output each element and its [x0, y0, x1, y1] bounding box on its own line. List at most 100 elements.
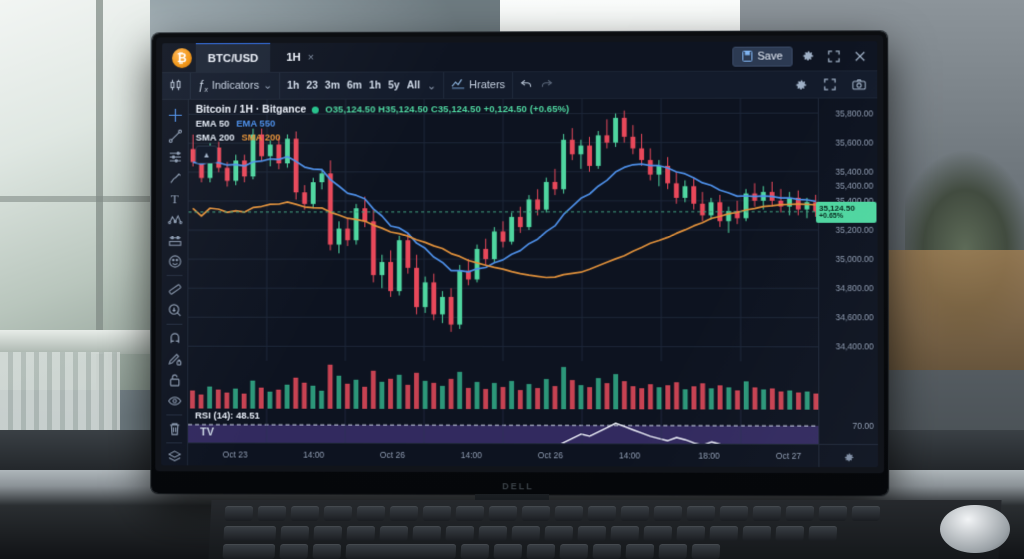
pattern-icon[interactable]	[163, 209, 187, 230]
time-tick: Oct 27	[775, 450, 802, 461]
axis-settings-button[interactable]	[818, 443, 878, 468]
fullscreen-icon[interactable]	[823, 45, 845, 67]
time-tick: Oct 26	[537, 450, 563, 461]
divider	[166, 414, 183, 416]
tab-1h[interactable]: 1H ×	[274, 43, 326, 72]
bitcoin-icon: ₿	[172, 47, 192, 68]
alerts-label: Hraters	[469, 79, 506, 92]
fullscreen-icon[interactable]	[819, 73, 841, 95]
gear-icon	[844, 452, 853, 461]
time-tick: Oct 23	[222, 449, 248, 460]
emoji-icon[interactable]	[163, 251, 187, 272]
timeframe-4[interactable]: 1h	[368, 79, 382, 92]
toolbar-group-indicators: ƒx Indicators ⌄	[190, 72, 281, 99]
price-tick: 35,400.00	[835, 166, 874, 177]
toolbar-group-right	[783, 71, 878, 97]
ruler-icon[interactable]	[163, 279, 187, 300]
chevron-down-icon[interactable]: ⌄	[263, 80, 273, 93]
cardboard-box	[880, 250, 1024, 370]
zoom-icon[interactable]	[163, 300, 187, 321]
chevron-down-icon[interactable]: ⌄	[427, 79, 437, 92]
chart-icon	[451, 78, 466, 92]
timeframe-2[interactable]: 3m	[324, 79, 340, 92]
text-icon[interactable]: T	[170, 190, 179, 206]
monitor: DELL ₿ BTC/USD 1H × Save	[151, 31, 889, 496]
price-tick: 35,400.00	[835, 180, 874, 192]
last-price-badge: 35,124.50 +0.65%	[815, 201, 877, 223]
trading-app: ₿ BTC/USD 1H × Save	[161, 41, 878, 468]
trend-line-icon[interactable]	[163, 126, 187, 147]
chart-canvas[interactable]: Bitcoin / 1H · Bitgance O35,124.50 H35,1…	[188, 98, 878, 468]
monitor-brand: DELL	[502, 481, 534, 492]
timeframe-1[interactable]: 23	[306, 79, 318, 92]
toolbar-group-history	[513, 72, 560, 98]
toolbar-group-alerts: Hraters	[444, 72, 514, 99]
magnet-icon[interactable]	[162, 328, 186, 349]
work-area: T	[161, 98, 878, 468]
badge-change: +0.65%	[819, 212, 844, 220]
crosshair-icon[interactable]	[163, 105, 187, 126]
price-tick: 35,000.00	[835, 254, 874, 265]
undo-icon[interactable]	[520, 78, 533, 92]
time-tick: 14:00	[303, 449, 325, 460]
time-tick: 18:00	[698, 450, 720, 461]
price-tick: 35,200.00	[835, 224, 874, 235]
price-tick: 34,600.00	[835, 312, 874, 323]
price-axis[interactable]: 35,800.00 35,600.00 35,400.00 35,400.00 35,2…	[815, 98, 878, 467]
chart-toolbar: ƒx Indicators ⌄ 1h 23 3m 6m 1h 5y All ⌄	[162, 71, 878, 100]
eye-icon[interactable]	[162, 391, 186, 412]
window-sill	[0, 330, 150, 354]
title-bar: ₿ BTC/USD 1H × Save	[162, 41, 878, 74]
mouse	[940, 505, 1010, 553]
redo-icon[interactable]	[540, 78, 553, 92]
divider	[166, 442, 183, 444]
camera-icon[interactable]	[848, 73, 870, 95]
tradingview-logo: TV	[199, 426, 214, 439]
badge-price: 35,124.50	[819, 203, 855, 213]
layers-icon[interactable]	[162, 446, 186, 467]
price-tick: 35,600.00	[835, 137, 874, 148]
lock-icon[interactable]	[162, 370, 186, 391]
time-tick: 14:00	[618, 450, 641, 461]
brush-icon[interactable]	[163, 168, 187, 189]
time-axis[interactable]: Oct 23 14:00 Oct 26 14:00 Oct 26 14:00 18:00 Oc…	[188, 442, 820, 468]
rsi-label: RSI (14): 48.51	[195, 410, 260, 422]
indicators-label: Indicators	[211, 79, 260, 92]
volume-plot	[190, 365, 819, 410]
tab-label: BTC/USD	[207, 52, 259, 65]
price-tick: 34,800.00	[835, 283, 874, 294]
indicators-button[interactable]: ƒx Indicators ⌄	[198, 78, 273, 94]
time-tick: 14:00	[460, 450, 482, 461]
pencil-lock-icon[interactable]	[162, 349, 186, 370]
price-tick: 34,400.00	[835, 341, 874, 352]
tab-btc-usd[interactable]: BTC/USD	[195, 41, 271, 74]
candlestick-icon[interactable]	[169, 78, 183, 95]
timeframe-3[interactable]: 6m	[346, 79, 362, 92]
horizontal-lines-icon[interactable]	[163, 147, 187, 168]
divider	[166, 275, 183, 277]
trash-icon[interactable]	[162, 419, 186, 440]
timeframe-5[interactable]: 5y	[388, 79, 400, 92]
timeframe-6[interactable]: All	[406, 79, 421, 92]
chevron-up-icon[interactable]: ▲	[195, 145, 218, 164]
close-icon[interactable]	[849, 45, 871, 67]
rsi-tick: 70.00	[852, 420, 874, 432]
tab-label: 1H	[286, 51, 301, 64]
spacer	[330, 56, 728, 57]
toolbar-group-chart-type	[162, 73, 191, 99]
price-plot[interactable]	[188, 99, 820, 362]
save-button[interactable]: Save	[732, 46, 793, 67]
gear-icon[interactable]	[797, 45, 819, 67]
measure-icon[interactable]	[163, 230, 187, 251]
divider	[166, 323, 183, 325]
alerts-button[interactable]: Hraters	[451, 78, 505, 92]
timeframe-0[interactable]: 1h	[287, 79, 300, 92]
close-icon[interactable]: ×	[307, 51, 315, 64]
toolbar-group-timeframes: 1h 23 3m 6m 1h 5y All ⌄	[280, 72, 445, 99]
fx-icon: ƒx	[197, 77, 208, 95]
window-left	[0, 0, 150, 390]
drawing-toolbar: T	[161, 99, 189, 468]
gear-icon[interactable]	[790, 74, 812, 96]
price-tick: 35,800.00	[835, 107, 874, 119]
